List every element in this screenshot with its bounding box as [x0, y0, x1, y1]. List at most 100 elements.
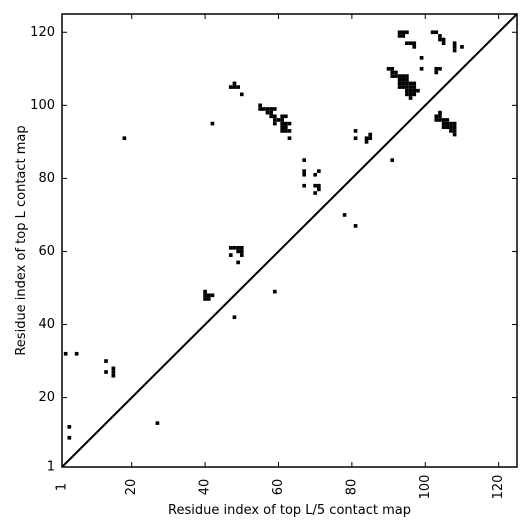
- contact-point: [401, 74, 406, 78]
- contact-point: [452, 48, 457, 53]
- contact-point: [449, 125, 453, 130]
- contact-point: [111, 373, 116, 378]
- contact-point: [67, 424, 72, 429]
- contact-point: [434, 118, 439, 122]
- contact-point: [104, 370, 108, 374]
- contact-point: [419, 56, 424, 60]
- contact-point: [239, 245, 244, 250]
- x-tick-label: 100: [418, 475, 433, 500]
- contact-point: [239, 92, 244, 97]
- contact-point: [408, 41, 413, 46]
- contact-point: [405, 85, 409, 89]
- contact-point: [206, 297, 211, 301]
- contact-point: [438, 110, 442, 115]
- contact-point: [445, 118, 450, 122]
- contact-point: [412, 85, 417, 89]
- contact-point: [416, 88, 420, 93]
- x-tick-label: 20: [124, 479, 139, 496]
- contact-point: [210, 293, 215, 298]
- contact-point: [317, 169, 321, 173]
- contact-point: [280, 118, 284, 122]
- contact-point: [445, 125, 450, 130]
- contact-point: [364, 136, 369, 141]
- contact-point: [236, 245, 240, 250]
- contact-point: [287, 121, 292, 126]
- contact-point: [441, 41, 446, 46]
- contact-point: [434, 114, 439, 119]
- contact-point: [405, 81, 409, 86]
- contact-point: [412, 92, 417, 97]
- contact-point: [452, 129, 457, 133]
- plot-frame: [61, 13, 518, 468]
- contact-point: [449, 121, 453, 126]
- contact-point: [438, 34, 442, 38]
- contact-point: [313, 172, 318, 177]
- contact-point: [452, 121, 457, 126]
- contact-point: [67, 435, 72, 440]
- contact-point: [210, 121, 215, 126]
- contact-point: [386, 66, 391, 71]
- contact-point: [405, 74, 409, 78]
- contact-point: [405, 41, 409, 46]
- contact-point: [401, 77, 406, 82]
- x-tick-label: 120: [491, 475, 506, 500]
- contact-point: [269, 110, 273, 115]
- contact-point: [280, 114, 284, 119]
- contact-point: [452, 45, 457, 49]
- contact-point: [412, 81, 417, 86]
- contact-point: [232, 85, 237, 89]
- contact-point: [63, 351, 68, 356]
- contact-point: [283, 125, 288, 130]
- contact-point: [258, 103, 262, 108]
- contact-point: [203, 289, 207, 294]
- contact-point: [397, 30, 402, 35]
- contact-point: [272, 118, 277, 122]
- x-axis-label: Residue index of top L/5 contact map: [168, 503, 411, 518]
- contact-point: [283, 121, 288, 126]
- contact-point: [408, 88, 413, 93]
- contact-point: [408, 85, 413, 89]
- contact-point: [239, 249, 244, 254]
- contact-point: [412, 88, 417, 93]
- contact-point: [280, 129, 284, 133]
- contact-point: [272, 114, 277, 119]
- contact-point: [261, 107, 266, 111]
- contact-point: [302, 169, 307, 173]
- contact-point: [353, 224, 358, 228]
- x-tick-label: 60: [271, 479, 286, 496]
- contact-point: [390, 158, 395, 162]
- contact-point: [236, 260, 240, 265]
- contact-point: [368, 132, 373, 137]
- contact-point: [438, 114, 442, 119]
- contact-point: [269, 107, 273, 111]
- contact-point: [232, 315, 237, 320]
- contact-point: [272, 107, 277, 111]
- contact-point: [236, 249, 240, 254]
- contact-point: [390, 74, 395, 78]
- contact-point: [452, 125, 457, 130]
- contact-point: [397, 85, 402, 89]
- contact-point: [203, 297, 207, 301]
- contact-point: [265, 107, 270, 111]
- contact-point: [401, 81, 406, 86]
- contact-point: [283, 114, 288, 119]
- contact-point: [276, 118, 281, 122]
- contact-point: [232, 81, 237, 86]
- y-tick-label: 1: [47, 460, 55, 475]
- contact-point: [287, 129, 292, 133]
- contact-point: [364, 140, 369, 144]
- contact-point: [232, 245, 237, 250]
- contact-point: [203, 293, 207, 298]
- y-tick-label: 20: [38, 390, 55, 405]
- contact-point: [206, 293, 211, 298]
- contact-point: [368, 136, 373, 141]
- contact-point: [412, 41, 417, 46]
- contact-point: [272, 121, 277, 126]
- contact-point: [394, 70, 398, 75]
- contact-point: [258, 107, 262, 111]
- contact-point: [434, 30, 439, 35]
- contact-point: [401, 85, 406, 89]
- contact-point: [438, 118, 442, 122]
- contact-point: [419, 66, 424, 71]
- contact-point: [452, 132, 457, 137]
